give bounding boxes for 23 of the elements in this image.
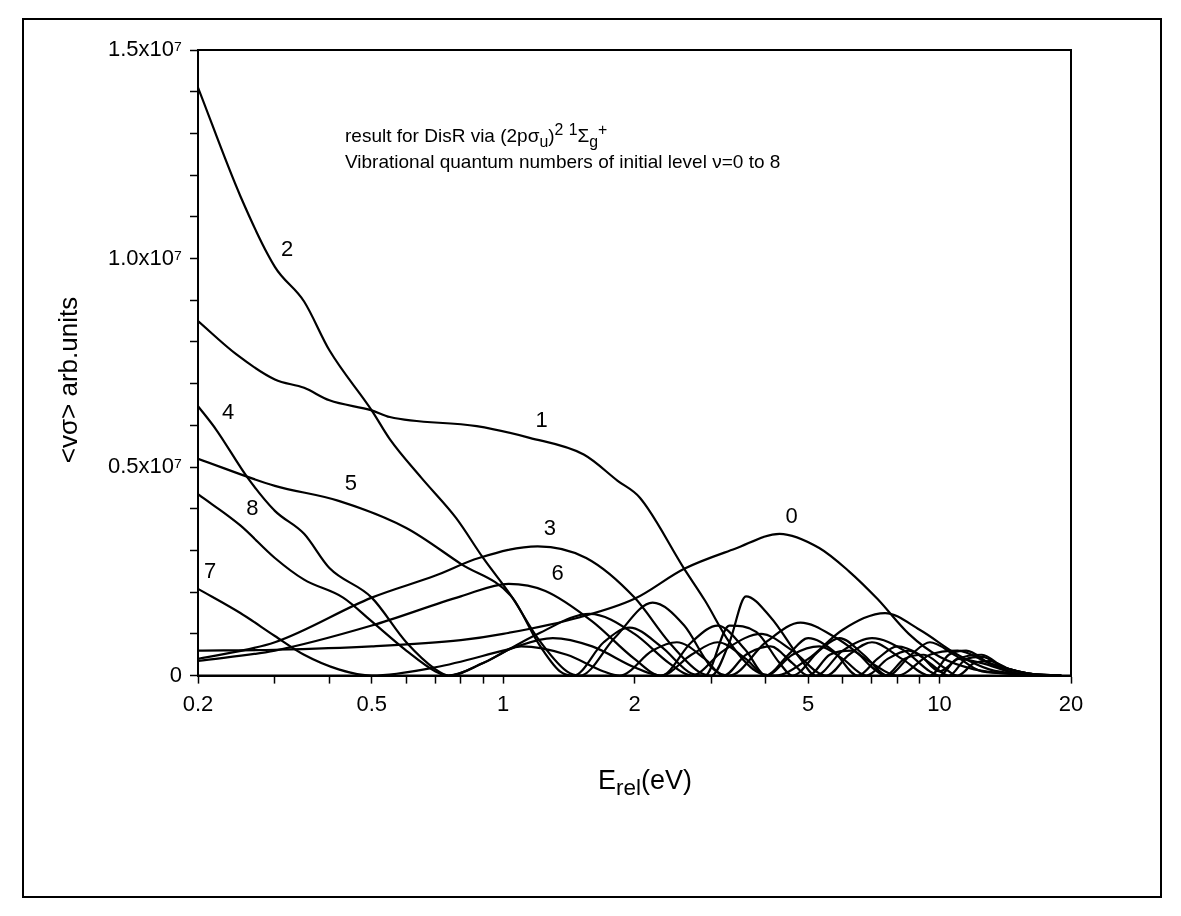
annotation: 8 xyxy=(246,494,259,520)
annotation: 2 xyxy=(280,235,294,261)
y-tick-label: 0.5x10⁷ xyxy=(108,453,183,479)
x-tick-label: 0.5 xyxy=(356,690,388,716)
x-tick-label: 10 xyxy=(927,690,952,716)
x-tick-label: 5 xyxy=(802,690,815,716)
y-tick-label: 0 xyxy=(169,661,183,687)
y-tick-label: 1.5x10⁷ xyxy=(108,36,183,62)
x-tick-label: 1 xyxy=(496,690,510,716)
annotation: 4 xyxy=(222,398,235,424)
y-axis-title: <vσ> arb.units xyxy=(52,296,84,464)
x-tick-label: 20 xyxy=(1058,690,1084,716)
x-axis-title: E$_{rel}$(eV) xyxy=(597,765,693,802)
annotation: Vibrational quantum numbers of initial level ν=0 to 8 xyxy=(345,150,781,174)
x-tick-label: 2 xyxy=(628,690,641,716)
annotation: 7 xyxy=(204,557,217,583)
y-tick-label: 1.0x10⁷ xyxy=(108,244,183,270)
annotation: 3 xyxy=(543,515,556,541)
annotation: 5 xyxy=(344,469,357,495)
annotation: 6 xyxy=(551,560,564,585)
x-tick-label: 0.2 xyxy=(182,690,214,716)
annotation: 0 xyxy=(785,502,798,528)
annotation: 1 xyxy=(535,406,548,432)
